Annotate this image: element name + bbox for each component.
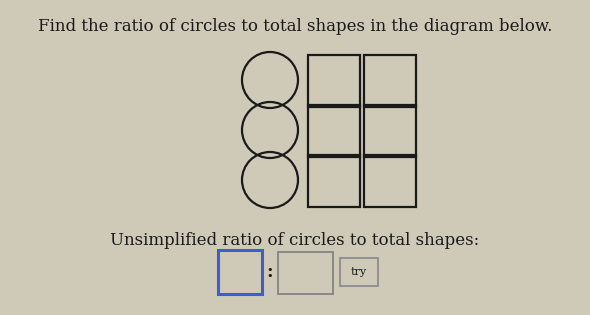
Bar — [364, 105, 416, 157]
Bar — [278, 252, 333, 294]
Text: try: try — [351, 267, 367, 277]
Bar — [218, 250, 262, 294]
Bar — [364, 155, 416, 207]
Text: Unsimplified ratio of circles to total shapes:: Unsimplified ratio of circles to total s… — [110, 232, 480, 249]
Bar — [308, 155, 360, 207]
Bar — [308, 55, 360, 107]
Bar — [364, 55, 416, 107]
Text: Find the ratio of circles to total shapes in the diagram below.: Find the ratio of circles to total shape… — [38, 18, 552, 35]
Bar — [308, 105, 360, 157]
Text: :: : — [267, 263, 273, 281]
Bar — [340, 258, 378, 286]
